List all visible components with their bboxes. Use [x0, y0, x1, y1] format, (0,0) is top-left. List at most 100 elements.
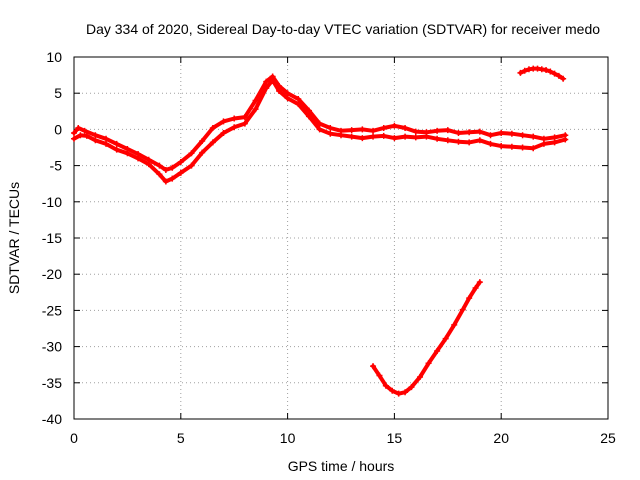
x-tick-label: 25: [600, 430, 616, 446]
data-point: [466, 139, 473, 146]
data-point: [402, 124, 409, 131]
data-point: [284, 95, 291, 102]
chart-title: Day 334 of 2020, Sidereal Day-to-day VTE…: [86, 21, 600, 37]
y-tick-label: -20: [42, 266, 62, 282]
data-point: [103, 135, 110, 142]
series-late-high-arc: [517, 65, 567, 82]
data-point: [380, 132, 387, 139]
data-point: [83, 132, 90, 139]
data-point: [562, 136, 569, 143]
data-point: [444, 137, 451, 144]
data-point: [263, 85, 270, 92]
data-point: [231, 124, 238, 131]
data-point: [530, 133, 537, 140]
x-axis-title: GPS time / hours: [288, 458, 395, 474]
series-main-trace-upper: [71, 73, 569, 173]
series-deep-dip-arc: [370, 279, 483, 397]
data-point: [530, 145, 537, 152]
data-point: [555, 72, 562, 79]
data-point: [199, 137, 206, 144]
data-point: [77, 132, 84, 139]
data-point: [241, 114, 248, 121]
data-point: [295, 101, 302, 108]
data-point: [551, 134, 558, 141]
data-point: [241, 120, 248, 127]
x-tick-labels: 0 5 10 15 20 25: [70, 430, 616, 446]
data-point: [348, 133, 355, 140]
data-point: [113, 146, 120, 153]
data-point: [466, 129, 473, 136]
data-point: [169, 164, 176, 171]
x-tick-label: 15: [387, 430, 403, 446]
data-point: [188, 150, 195, 157]
y-tick-label: -25: [42, 302, 62, 318]
data-point: [316, 120, 323, 127]
data-point: [295, 95, 302, 102]
data-point: [370, 363, 377, 370]
data-point: [269, 77, 276, 84]
data-point: [75, 124, 82, 131]
y-tick-label: 10: [46, 49, 62, 65]
data-point: [487, 140, 494, 147]
x-tick-label: 5: [177, 430, 185, 446]
data-point: [472, 284, 479, 291]
data-point: [389, 387, 396, 394]
data-point: [476, 128, 483, 135]
y-tick-label: 0: [54, 121, 62, 137]
data-point: [71, 130, 77, 137]
x-tick-label: 0: [70, 430, 78, 446]
data-point: [466, 295, 473, 302]
data-point: [263, 78, 270, 85]
data-point: [220, 118, 227, 125]
data-point: [276, 88, 283, 95]
data-point: [162, 166, 169, 173]
data-point: [540, 140, 547, 147]
data-point: [162, 178, 169, 185]
data-point: [551, 70, 558, 77]
data-point: [476, 279, 483, 286]
data-point: [425, 360, 432, 367]
y-tick-label: -35: [42, 375, 62, 391]
data-point: [305, 107, 312, 114]
data-point: [92, 132, 99, 139]
x-tick-label: 10: [280, 430, 296, 446]
data-point: [370, 127, 377, 134]
data-point: [547, 68, 554, 75]
data-point: [145, 161, 152, 168]
data-point: [209, 139, 216, 146]
grid-lines: [74, 57, 608, 419]
data-point: [519, 132, 526, 139]
data-point: [177, 158, 184, 165]
data-point: [103, 140, 110, 147]
data-point: [348, 127, 355, 134]
y-tick-label: -30: [42, 339, 62, 355]
data-point: [359, 135, 366, 142]
data-point: [156, 171, 163, 178]
data-point: [169, 175, 176, 182]
data-point: [487, 132, 494, 139]
data-point: [156, 162, 163, 169]
data-point: [391, 122, 398, 129]
data-point: [327, 124, 334, 131]
data-point: [498, 143, 505, 150]
data-point: [220, 130, 227, 137]
data-point: [359, 126, 366, 133]
data-point: [209, 124, 216, 131]
data-point: [71, 135, 77, 142]
data-point: [476, 137, 483, 144]
data-series: [71, 65, 569, 397]
data-point: [508, 143, 515, 150]
y-tick-label: -5: [50, 158, 63, 174]
series-line: [371, 280, 482, 396]
data-point: [519, 144, 526, 151]
data-point: [551, 139, 558, 146]
x-tick-label: 20: [493, 430, 509, 446]
data-point: [434, 347, 441, 354]
data-point: [316, 126, 323, 133]
y-tick-label: -15: [42, 230, 62, 246]
data-point: [135, 155, 142, 162]
data-point: [521, 67, 528, 74]
data-point: [455, 138, 462, 145]
